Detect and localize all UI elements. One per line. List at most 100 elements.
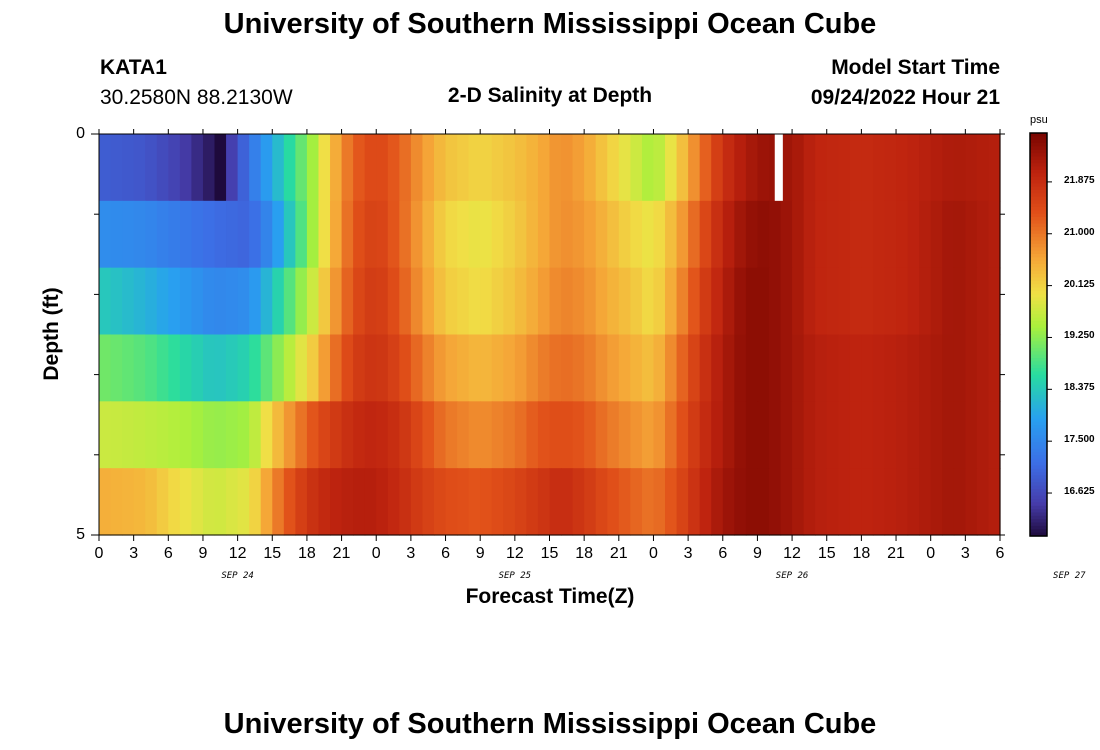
heatmap-cell	[168, 334, 181, 402]
heatmap-cell	[237, 267, 250, 336]
colorbar-segment	[1030, 227, 1047, 231]
colorbar-segment	[1030, 452, 1047, 456]
heatmap-cell	[468, 200, 481, 269]
heatmap-cell	[272, 200, 285, 269]
heatmap-cell	[318, 134, 331, 202]
heatmap-cell	[815, 134, 828, 202]
colorbar-segment	[1030, 509, 1047, 514]
colorbar-segment	[1030, 250, 1047, 255]
heatmap-cell	[306, 401, 320, 469]
colorbar-segment	[1030, 458, 1047, 463]
heatmap-cell	[768, 334, 782, 402]
colorbar-segment	[1030, 384, 1047, 389]
colorbar-segment	[1030, 351, 1047, 356]
heatmap-cell	[884, 267, 897, 336]
heatmap-cell	[399, 468, 412, 536]
heatmap-cell	[595, 468, 608, 536]
heatmap-cell	[387, 334, 400, 402]
heatmap-cell	[364, 267, 377, 336]
footer-title: University of Southern Mississippi Ocean…	[223, 708, 877, 740]
colorbar-segment	[1030, 495, 1047, 500]
heatmap-cell	[526, 267, 539, 336]
heatmap-cell	[942, 267, 955, 336]
heatmap-cell	[861, 134, 874, 202]
heatmap-cell	[202, 334, 216, 402]
heatmap-cell	[549, 334, 562, 402]
colorbar-segment	[1030, 361, 1047, 366]
page-title: University of Southern Mississippi Ocean…	[223, 8, 877, 40]
heatmap-cell	[376, 267, 389, 336]
heatmap-cell	[745, 200, 759, 269]
x-tick-label: 3	[406, 545, 416, 562]
colorbar-segment	[1030, 314, 1047, 319]
x-tick-label: 6	[718, 545, 728, 562]
heatmap-cell	[433, 468, 447, 536]
colorbar-segment	[1030, 519, 1047, 524]
heatmap-cell	[595, 134, 608, 202]
heatmap-cell	[387, 134, 400, 202]
colorbar-segment	[1030, 183, 1047, 188]
heatmap-cell	[699, 267, 712, 336]
heatmap-cell	[607, 401, 620, 469]
heatmap-cell	[330, 134, 343, 202]
colorbar-segment	[1030, 512, 1047, 517]
heatmap-cell	[826, 134, 839, 202]
colorbar-segment	[1030, 381, 1047, 386]
heatmap-cell	[676, 267, 689, 336]
heatmap-cell	[665, 200, 678, 269]
colorbar-segment	[1030, 133, 1047, 137]
colorbar-segment	[1030, 223, 1047, 228]
heatmap-cell	[572, 134, 585, 202]
heatmap-cell	[930, 334, 943, 402]
heatmap-cell	[260, 200, 273, 269]
heatmap-cell	[283, 267, 296, 336]
heatmap-cell	[838, 468, 851, 536]
heatmap-cell	[572, 267, 585, 336]
heatmap-cell	[422, 200, 435, 269]
colorbar-segment	[1030, 492, 1047, 497]
x-tick-label: 18	[575, 545, 594, 562]
heatmap-cell	[433, 401, 447, 469]
heatmap-cell	[919, 200, 932, 269]
colorbar-tick-label: 19.250	[1064, 330, 1095, 342]
heatmap-cell	[907, 134, 920, 202]
heatmap-cell	[122, 134, 135, 202]
colorbar-segment	[1030, 344, 1047, 349]
heatmap-cell	[919, 267, 932, 336]
missing-data-cell	[774, 134, 783, 201]
model-start-value: 09/24/2022 Hour 21	[810, 86, 1000, 109]
heatmap-cell	[572, 334, 585, 402]
heatmap-cell	[330, 200, 343, 269]
heatmap-cell	[514, 200, 527, 269]
heatmap-cell	[630, 334, 643, 402]
heatmap-cell	[422, 134, 435, 202]
heatmap-cell	[561, 200, 574, 269]
heatmap-cell	[630, 267, 643, 336]
heatmap-cell	[433, 134, 447, 202]
heatmap-cell	[711, 401, 724, 469]
heatmap-cell	[630, 134, 643, 202]
heatmap-cell	[988, 468, 1001, 536]
colorbar-segment	[1030, 502, 1047, 507]
heatmap-cell	[768, 468, 782, 536]
colorbar-segment	[1030, 237, 1047, 242]
colorbar-segment	[1030, 247, 1047, 252]
x-tick-label: 3	[683, 545, 693, 562]
colorbar-segment	[1030, 529, 1047, 534]
heatmap-cell	[122, 334, 135, 402]
colorbar-segment	[1030, 485, 1047, 490]
heatmap-cell	[953, 334, 966, 402]
heatmap-cell	[99, 468, 112, 536]
colorbar-segment	[1030, 243, 1047, 248]
heatmap-cell	[295, 267, 308, 336]
heatmap-cell	[849, 267, 862, 336]
heatmap-cell	[399, 401, 412, 469]
heatmap-cell	[711, 334, 724, 402]
heatmap-cell	[618, 468, 631, 536]
heatmap-cell	[803, 134, 816, 202]
heatmap-cell	[341, 200, 354, 269]
heatmap-cell	[156, 401, 169, 469]
colorbar-segment	[1030, 136, 1047, 141]
heatmap-cell	[896, 134, 909, 202]
